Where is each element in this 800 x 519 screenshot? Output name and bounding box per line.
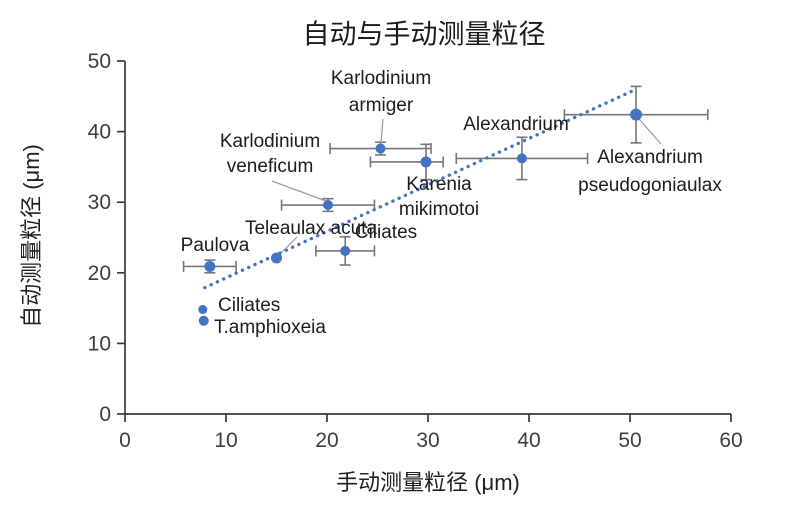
x-tick-label-20: 20 — [315, 429, 338, 452]
data-point-t-amphioxeia-2 — [198, 315, 209, 326]
y-tick-label-30: 30 — [88, 191, 111, 214]
x-tick-label-30: 30 — [416, 429, 439, 452]
point-label-mikimotoi-7: mikimotoi — [399, 199, 479, 220]
data-point-teleaulax-acuta-3 — [271, 252, 282, 264]
point-label-teleaulax-acuta-3: Teleaulax acuta — [245, 218, 377, 239]
point-label-alexandrium-8: Alexandrium — [463, 114, 569, 135]
point-label-karenia-7: Karenia — [406, 174, 472, 195]
point-label-karlodinium-5: Karlodinium — [220, 131, 320, 152]
leader-line-teleaulax-acuta — [280, 236, 298, 254]
y-tick-label-0: 0 — [99, 403, 111, 426]
axes: 0 10 20 30 40 50 60 0 10 20 30 40 50 — [88, 50, 743, 452]
chart-title: 自动与手动测量粒径 — [302, 19, 546, 50]
point-label-veneficum-5: veneficum — [227, 156, 314, 177]
x-tick-label-50: 50 — [618, 429, 641, 452]
y-tick-label-40: 40 — [88, 121, 111, 144]
point-label-alexandrium-9: Alexandrium — [597, 147, 703, 168]
y-axis-title: 自动测量粒径 (μm) — [19, 144, 44, 328]
data-point-karlodinium-veneficum-5 — [323, 200, 334, 211]
point-label-ciliates-4: Ciliates — [355, 222, 417, 243]
trendline — [203, 88, 635, 290]
data-point-karenia-mikimotoi-7 — [420, 156, 432, 168]
point-label-ciliates-1: Ciliates — [218, 295, 280, 316]
x-tick-label-40: 40 — [517, 429, 540, 452]
data-point-ciliates-4 — [340, 245, 351, 256]
trendline-group — [203, 88, 635, 290]
x-tick-label-60: 60 — [719, 429, 742, 452]
point-label-paulova-0: Paulova — [181, 235, 250, 256]
data-point-alexandrium-8 — [516, 153, 527, 164]
point-label-pseudogoniaulax-9: pseudogoniaulax — [578, 175, 722, 196]
data-point-paulova-0 — [204, 260, 216, 272]
x-tick-label-0: 0 — [119, 429, 131, 452]
y-tick-label-10: 10 — [88, 332, 111, 355]
point-label-armiger-6: armiger — [349, 95, 414, 116]
y-tick-label-50: 50 — [88, 50, 111, 73]
data-point-alexandrium-pseudogoniaulax-9 — [630, 108, 643, 121]
x-axis-title: 手动测量粒径 (μm) — [336, 470, 520, 495]
x-tick-label-10: 10 — [214, 429, 237, 452]
data-point-karlodinium-armiger-6 — [375, 143, 386, 154]
leader-line-karlodinium-veneficum — [271, 180, 327, 202]
y-tick-label-20: 20 — [88, 262, 111, 285]
point-label-t-amphioxeia-2: T.amphioxeia — [214, 317, 326, 338]
leader-line-alexandrium-pseudogoniaulax — [638, 118, 662, 145]
data-point-ciliates-1 — [198, 305, 208, 315]
leader-line-karlodinium-armiger — [380, 118, 384, 145]
data-points — [198, 108, 643, 326]
point-label-karlodinium-6: Karlodinium — [331, 68, 431, 89]
leader-lines — [271, 118, 662, 254]
